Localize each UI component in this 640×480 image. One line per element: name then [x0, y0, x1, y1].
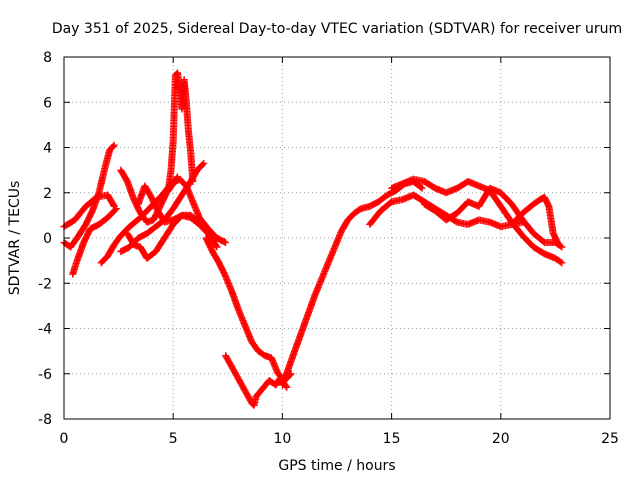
- y-tick-label: -8: [38, 412, 52, 428]
- data-point-interp: [199, 160, 207, 168]
- data-point-interp: [173, 174, 181, 182]
- data-point: [222, 239, 230, 247]
- axis-ticks: 0 5 10 15 20 25 -8 -6 -4 -2 0 2 4 6 8: [38, 50, 619, 447]
- x-tick-label: 5: [169, 431, 178, 447]
- y-tick-label: 4: [43, 141, 52, 157]
- y-tick-label: 0: [43, 231, 52, 247]
- chart-title: Day 351 of 2025, Sidereal Day-to-day VTE…: [52, 21, 622, 37]
- data-point-interp: [111, 206, 119, 214]
- data-point: [174, 173, 182, 181]
- y-tick-label: -2: [38, 276, 52, 292]
- data-point-interp: [109, 142, 117, 150]
- data-points: [60, 69, 566, 409]
- x-axis-label: GPS time / hours: [278, 458, 395, 474]
- y-tick-label: 6: [43, 95, 52, 111]
- x-tick-label: 10: [273, 431, 291, 447]
- data-point: [554, 239, 562, 247]
- y-tick-label: -6: [38, 367, 52, 383]
- y-tick-label: 8: [43, 50, 52, 66]
- x-tick-label: 20: [492, 431, 510, 447]
- data-point-interp: [557, 242, 565, 250]
- data-point-interp: [417, 183, 425, 191]
- data-point: [189, 177, 197, 185]
- data-point-interp: [212, 242, 220, 250]
- x-tick-label: 15: [383, 431, 401, 447]
- data-point: [283, 383, 291, 391]
- y-axis-label: SDTVAR / TECUs: [7, 181, 23, 296]
- data-point-interp: [110, 201, 118, 209]
- y-tick-label: -4: [38, 322, 52, 338]
- data-point: [112, 205, 120, 213]
- data-point-interp: [557, 258, 565, 266]
- data-point: [200, 159, 208, 167]
- data-point: [558, 243, 566, 251]
- y-tick-label: 2: [43, 186, 52, 202]
- x-tick-label: 0: [60, 431, 69, 447]
- data-point: [110, 141, 118, 149]
- data-point: [418, 184, 426, 192]
- x-tick-label: 25: [601, 431, 619, 447]
- data-point: [558, 259, 566, 267]
- data-point: [213, 243, 221, 251]
